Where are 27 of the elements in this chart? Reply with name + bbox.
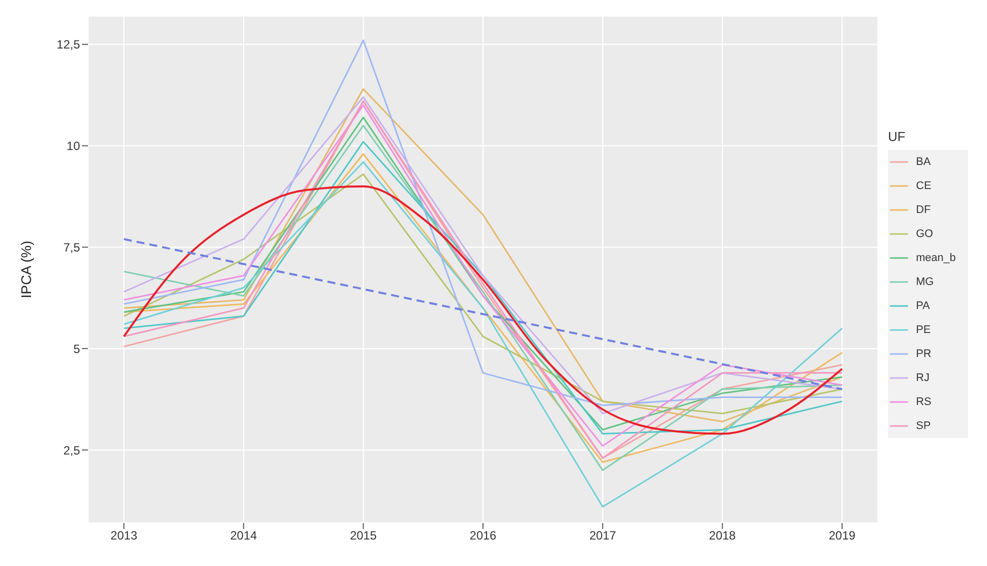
line-series — [123, 40, 843, 406]
y-tick-label: 10 — [66, 139, 80, 154]
x-tick-label: 2013 — [110, 528, 138, 543]
y-axis-title: IPCA (%) — [18, 240, 34, 298]
legend-label: MG — [916, 276, 934, 288]
x-tick-label: 2017 — [589, 528, 616, 543]
y-tick-label: 5 — [73, 342, 80, 356]
y-tick-label: 2,5 — [63, 443, 80, 458]
x-tick-label: 2019 — [828, 528, 856, 543]
legend-label: RS — [916, 396, 932, 408]
x-tick-label: 2018 — [709, 528, 736, 543]
x-tick-label: 2014 — [230, 528, 258, 543]
legend-label: SP — [916, 420, 931, 432]
x-tick-label: 2016 — [470, 528, 497, 543]
legend-title: UF — [888, 128, 906, 144]
legend-label: RJ — [916, 372, 930, 384]
y-tick-label: 7,5 — [63, 240, 80, 254]
legend-label: BA — [916, 156, 931, 168]
legend-label: CE — [916, 180, 932, 192]
legend-label: mean_b — [916, 252, 956, 264]
legend-label: GO — [916, 228, 934, 240]
legend-label: PR — [916, 348, 932, 360]
legend-label: PE — [916, 324, 931, 336]
legend-label: DF — [916, 204, 931, 216]
legend-label: PA — [916, 300, 930, 312]
y-tick-label: 12,5 — [56, 38, 80, 52]
x-tick-label: 2015 — [350, 528, 377, 543]
